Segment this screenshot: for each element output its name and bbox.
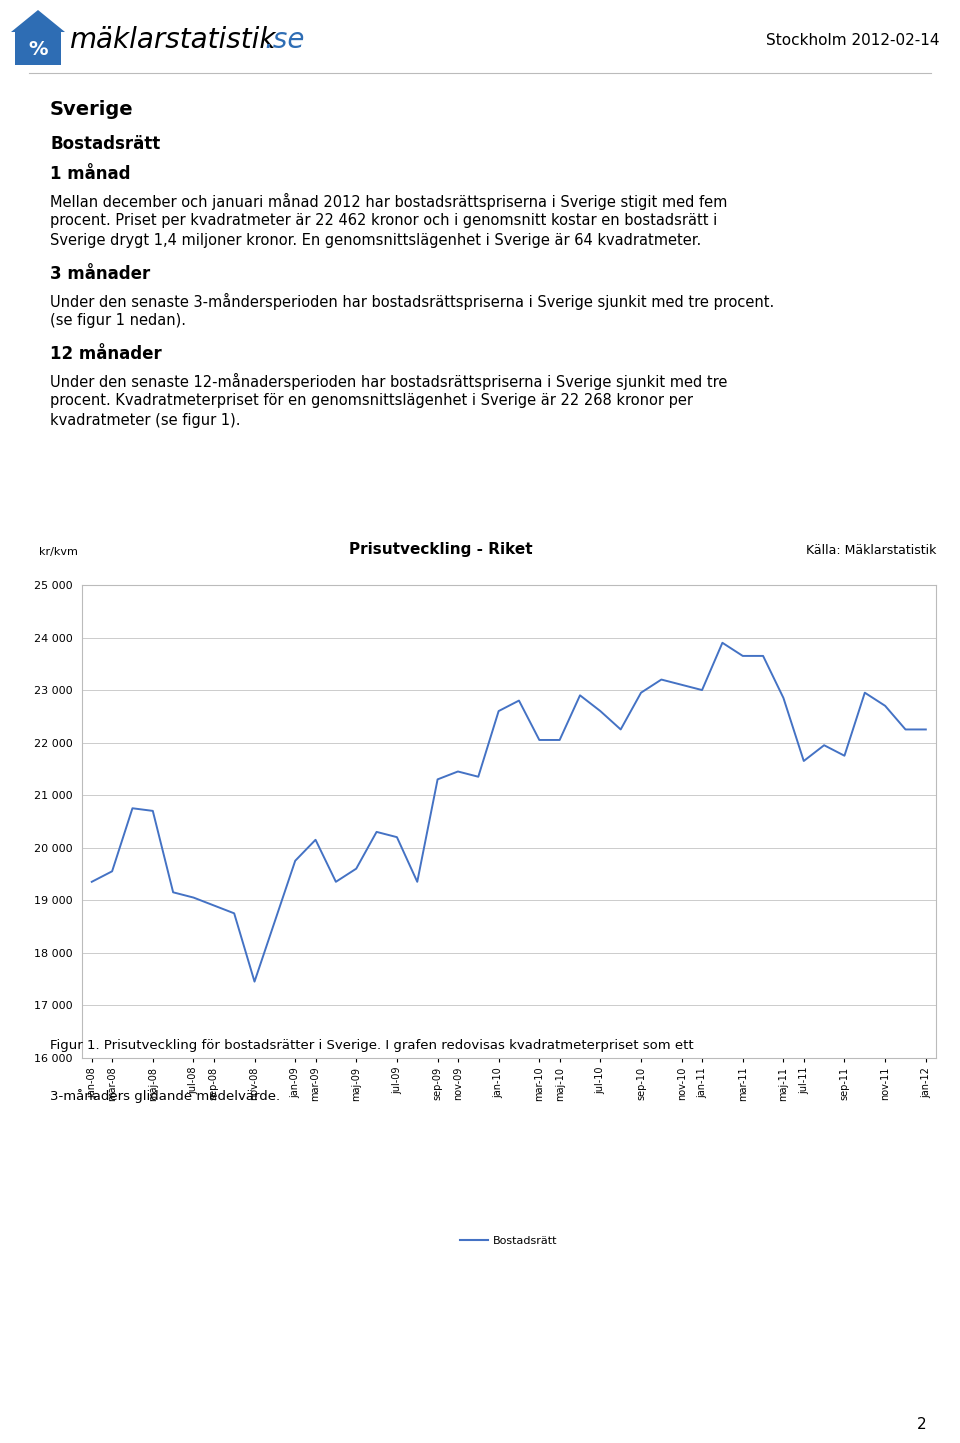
Text: %: % (28, 40, 48, 59)
Text: Stockholm 2012-02-14: Stockholm 2012-02-14 (766, 33, 940, 48)
Text: 1 månad: 1 månad (50, 166, 131, 183)
Text: Under den senaste 3-måndersperioden har bostadsrättspriserna i Sverige sjunkit m: Under den senaste 3-måndersperioden har … (50, 293, 775, 310)
Text: Sverige: Sverige (50, 100, 133, 120)
FancyBboxPatch shape (15, 32, 61, 65)
Text: .se: .se (264, 26, 304, 55)
Text: 2: 2 (917, 1417, 926, 1433)
Text: Prisutveckling - Riket: Prisutveckling - Riket (348, 541, 532, 557)
Text: 12 månader: 12 månader (50, 345, 161, 364)
Text: Under den senaste 12-månadersperioden har bostadsrättspriserna i Sverige sjunkit: Under den senaste 12-månadersperioden ha… (50, 374, 728, 390)
Text: Figur 1. Prisutveckling för bostadsrätter i Sverige. I grafen redovisas kvadratm: Figur 1. Prisutveckling för bostadsrätte… (50, 1039, 694, 1052)
Polygon shape (11, 10, 65, 32)
Text: (se figur 1 nedan).: (se figur 1 nedan). (50, 313, 186, 328)
Text: procent. Priset per kvadratmeter är 22 462 kronor och i genomsnitt kostar en bos: procent. Priset per kvadratmeter är 22 4… (50, 214, 717, 228)
Text: Bostadsrätt: Bostadsrätt (50, 136, 160, 153)
Legend: Bostadsrätt: Bostadsrätt (455, 1232, 563, 1251)
Text: Källa: Mäklarstatistik: Källa: Mäklarstatistik (805, 544, 936, 557)
Text: kvadratmeter (se figur 1).: kvadratmeter (se figur 1). (50, 413, 241, 429)
Text: 3-månaders glidande medelvärde.: 3-månaders glidande medelvärde. (50, 1089, 280, 1104)
Text: mäklarstatistik: mäklarstatistik (69, 26, 276, 55)
Text: Mellan december och januari månad 2012 har bostadsrättspriserna i Sverige stigit: Mellan december och januari månad 2012 h… (50, 193, 728, 211)
Text: 3 månader: 3 månader (50, 266, 151, 283)
Text: kr/kvm: kr/kvm (39, 547, 78, 557)
Text: Sverige drygt 1,4 miljoner kronor. En genomsnittslägenhet i Sverige är 64 kvadra: Sverige drygt 1,4 miljoner kronor. En ge… (50, 234, 701, 248)
Text: procent. Kvadratmeterpriset för en genomsnittslägenhet i Sverige är 22 268 krono: procent. Kvadratmeterpriset för en genom… (50, 394, 693, 408)
